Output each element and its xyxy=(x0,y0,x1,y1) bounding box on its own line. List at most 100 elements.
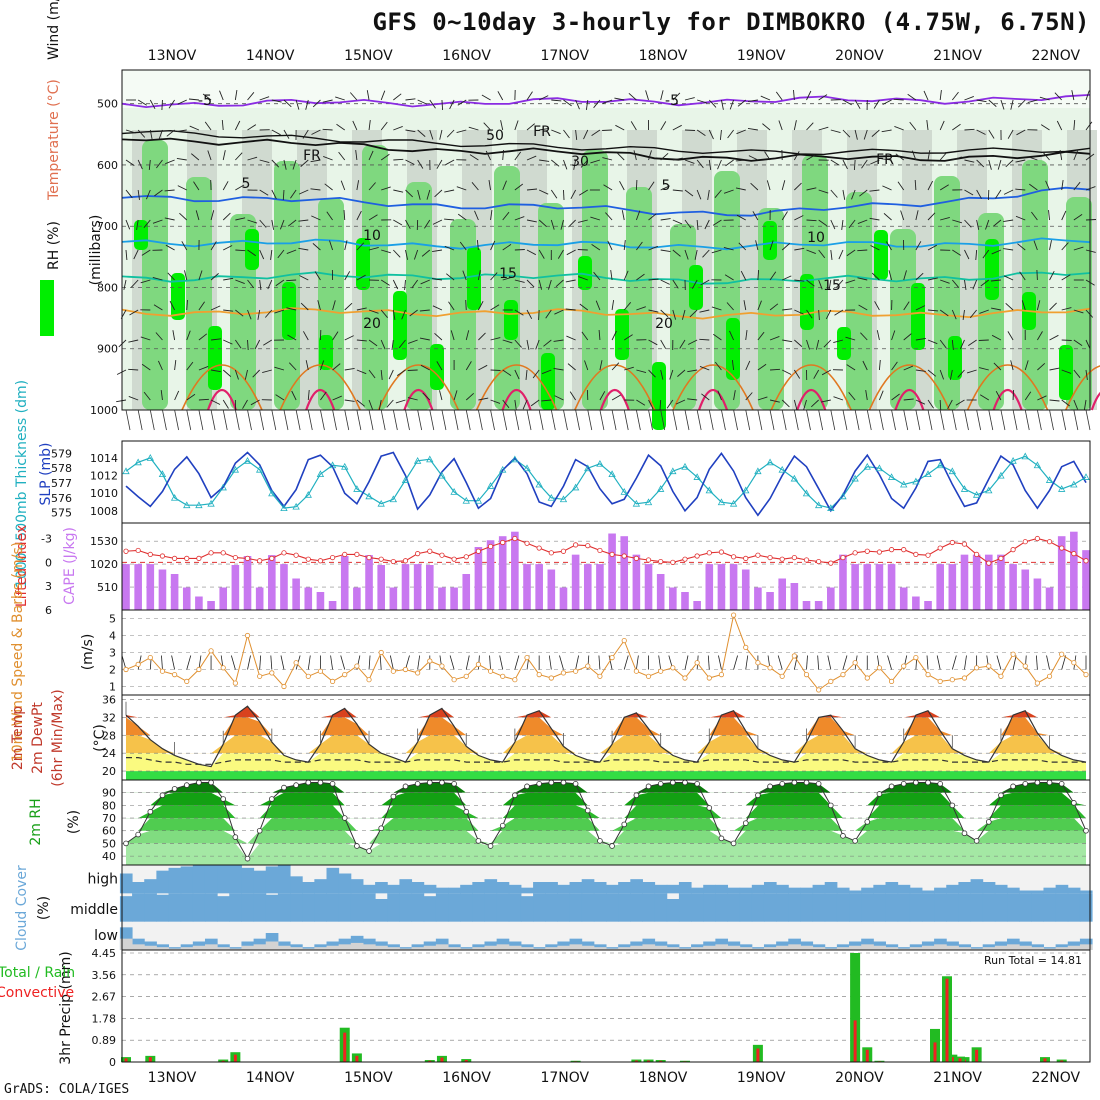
wind-barb xyxy=(386,399,394,408)
cloud-cover-bar xyxy=(180,893,194,922)
wind-barb xyxy=(1061,307,1072,311)
rh-point xyxy=(256,827,263,834)
thickness-tick: 575 xyxy=(51,507,72,520)
wind-barb xyxy=(211,338,222,341)
cloud-cover-bar xyxy=(1055,893,1069,922)
wind-barb xyxy=(591,244,601,251)
cloud-cover-bar xyxy=(849,893,862,922)
bottom-date-label: 13NOV xyxy=(148,1070,197,1086)
wind-barb xyxy=(672,92,681,101)
wind-barb xyxy=(426,189,431,200)
wind-barb xyxy=(717,390,722,401)
isotherm-arc xyxy=(599,389,630,411)
wind-barb xyxy=(590,216,601,221)
wind-y-tick: 3 xyxy=(109,647,116,660)
wind-barb xyxy=(729,99,735,110)
cape-bar xyxy=(195,596,203,610)
rh-band xyxy=(126,830,1086,844)
wind-barb xyxy=(550,189,558,199)
wind-barb xyxy=(972,279,978,290)
wind-barb xyxy=(434,332,443,341)
cape-bar xyxy=(875,564,884,610)
wind-barb xyxy=(378,399,382,410)
wind-barb xyxy=(538,309,540,321)
surface-wind-barb xyxy=(887,655,892,670)
chart-title: GFS 0~10day 3-hourly for DIMBOKRO (4.75W… xyxy=(372,8,1090,36)
cloud-cover-bar xyxy=(885,893,899,922)
rh-point xyxy=(451,781,457,787)
wind-barb xyxy=(393,125,403,131)
cloud-cover-bar xyxy=(326,893,340,922)
cloud-cover-bar xyxy=(156,944,170,950)
low-cloud-bar xyxy=(277,945,291,950)
wind-speed-point xyxy=(779,673,785,679)
wind-barb xyxy=(456,129,467,134)
wind-barb xyxy=(502,149,505,161)
low-cloud-bar xyxy=(180,947,194,950)
cloud-cover-bar xyxy=(703,893,716,922)
wind-barb xyxy=(611,300,615,311)
cloud-cover-bar xyxy=(1043,887,1057,894)
low-cloud-bar xyxy=(460,948,473,950)
wind-barb xyxy=(271,159,280,168)
wind-barb xyxy=(607,240,613,251)
low-cloud-bar xyxy=(362,944,376,950)
wind-barb xyxy=(857,219,868,225)
wind-speed-point xyxy=(342,671,348,678)
surface-wind-barb xyxy=(499,655,504,670)
cloud-cover-bar xyxy=(411,893,425,922)
cloud-cover-bar xyxy=(1055,944,1069,950)
cloud-cover-bar xyxy=(666,899,680,922)
cloud-cover-bar xyxy=(727,887,741,894)
li-point xyxy=(512,535,518,542)
temp-band xyxy=(126,771,1086,780)
wind-axis-label: 10m Wind Speed & Barbs (m/s) xyxy=(10,542,26,762)
thickness-point xyxy=(936,461,944,469)
wind-barb xyxy=(630,121,637,131)
wind-barb xyxy=(157,360,163,371)
precip-conv-bar xyxy=(933,1042,937,1062)
cloud-cover-bar xyxy=(958,944,972,950)
wind-barb xyxy=(292,159,297,170)
wind-barb xyxy=(619,180,625,191)
wind-speed-point xyxy=(767,665,773,671)
wind-barb xyxy=(721,99,724,110)
cloud-cover-bar xyxy=(1079,893,1093,922)
wind-speed-point xyxy=(791,653,797,659)
wind-barb xyxy=(279,219,285,230)
wind-barb xyxy=(344,271,351,281)
wind-barb xyxy=(202,93,212,101)
cloud-cover-bar xyxy=(751,884,765,894)
surface-barb xyxy=(1012,409,1018,431)
wind-barb xyxy=(903,270,907,281)
surface-barb xyxy=(951,409,957,431)
rh-band xyxy=(126,843,1086,865)
wind-barb xyxy=(976,219,980,230)
li-point xyxy=(159,553,166,559)
cloud-cover-bar xyxy=(581,893,595,922)
wind-barb xyxy=(555,279,564,288)
wind-barb xyxy=(1017,99,1026,108)
rh-point xyxy=(803,779,810,786)
wind-barb xyxy=(368,339,378,347)
wind-barb xyxy=(611,362,620,371)
wind-speed-point xyxy=(888,678,895,685)
low-cloud-bar xyxy=(739,947,753,950)
precip-conv-bar xyxy=(975,1049,979,1062)
wind-barb xyxy=(991,307,1002,311)
cloud-cover-bar xyxy=(763,944,777,950)
surface-wind-barb xyxy=(733,655,738,670)
low-cloud-bar xyxy=(897,948,911,950)
wind-barb xyxy=(164,217,175,221)
rh-point xyxy=(499,822,506,829)
rh-point xyxy=(281,784,287,791)
wind-barb xyxy=(380,153,390,161)
cape-left-labels: Lifted Index CAPE (J/kg) xyxy=(14,525,78,607)
isotherm-line xyxy=(121,271,1091,285)
surface-wind-barb xyxy=(417,655,421,670)
li-point xyxy=(1022,539,1028,545)
wind-barb xyxy=(1073,150,1079,161)
cloud-cover-bar xyxy=(1067,887,1081,894)
wind-barb xyxy=(405,129,416,133)
wind-barb xyxy=(1085,186,1096,191)
